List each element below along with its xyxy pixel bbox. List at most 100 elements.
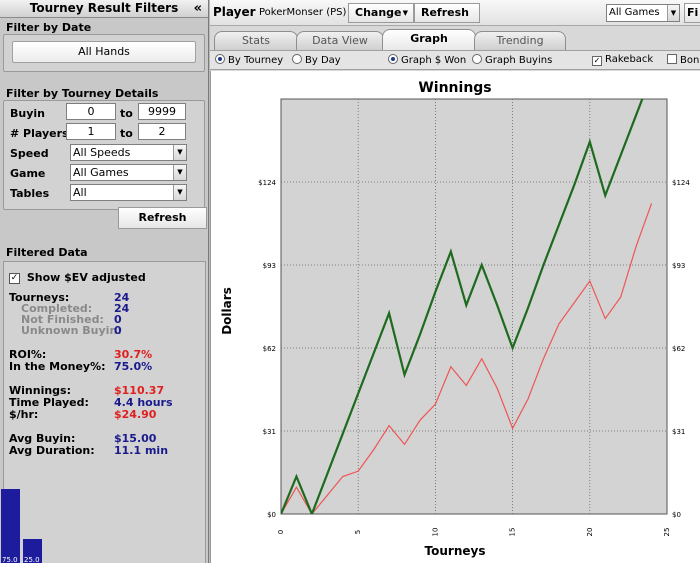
buyin-max-input[interactable]: 9999 (138, 103, 186, 120)
avg-buyin-value: $15.00 (114, 432, 157, 445)
filter-by-details-header: Filter by Tourney Details (6, 87, 159, 100)
players-min-input[interactable]: 1 (66, 123, 116, 140)
x-tick-label: 25 (663, 528, 671, 537)
not-finished-value: 0 (114, 313, 122, 326)
graph-buyins-label: Graph Buyins (485, 55, 553, 66)
y-tick-label-right: $0 (672, 511, 681, 519)
game-label: Game (10, 167, 46, 180)
x-tick-label: 20 (586, 528, 594, 537)
buyin-min-input[interactable]: 0 (66, 103, 116, 120)
y-tick-label-right: $31 (672, 428, 685, 436)
mini-bar (23, 539, 42, 563)
rakeback-checkbox[interactable]: ✓ (592, 56, 602, 66)
tab-graph[interactable]: Graph (382, 29, 476, 50)
graph-won-radio[interactable] (388, 54, 398, 64)
bonus-option[interactable]: Bon (667, 54, 699, 66)
filter-button-truncated[interactable]: Fi (684, 3, 700, 23)
game-select[interactable]: All Games ▼ (70, 164, 187, 181)
chevron-down-icon: ▼ (402, 9, 408, 17)
roi-label: ROI%: (9, 348, 47, 361)
show-ev-row[interactable]: ✓ Show $EV adjusted (9, 271, 146, 284)
winnings-series-line (281, 99, 644, 514)
completed-label: Completed: (21, 302, 93, 315)
players-max-input[interactable]: 2 (138, 123, 186, 140)
per-hour-value: $24.90 (114, 408, 157, 421)
chevron-down-icon[interactable]: ▼ (667, 5, 679, 21)
view-tabs: Stats Data View Graph Trending (210, 28, 700, 50)
buyin-row: Buyin 0 to 9999 (4, 103, 204, 123)
speed-label: Speed (10, 147, 49, 160)
y-tick-label-left: $62 (263, 345, 276, 353)
time-played-label: Time Played: (9, 396, 89, 409)
mini-bar-label: 75.0 (2, 556, 18, 563)
players-row: # Players 1 to 2 (4, 123, 204, 143)
filtered-data-section: Filtered Data ✓ Show $EV adjusted Tourne… (0, 245, 208, 563)
by-tourney-option[interactable]: By Tourney (215, 54, 283, 66)
graph-won-label: Graph $ Won (401, 55, 467, 66)
by-day-option[interactable]: By Day (292, 54, 341, 66)
x-tick-label: 5 (354, 530, 362, 534)
refresh-player-button[interactable]: Refresh (414, 3, 480, 23)
filter-panel: Tourney Result Filters « Filter by Date … (0, 0, 209, 563)
avg-duration-value: 11.1 min (114, 444, 169, 457)
game-select-value: All Games (73, 166, 129, 179)
y-tick-label-left: $124 (258, 179, 276, 187)
filter-by-details-box: Buyin 0 to 9999 # Players 1 to 2 Speed A… (3, 100, 205, 210)
tables-select-value: All (73, 186, 87, 199)
bonus-checkbox[interactable] (667, 54, 677, 64)
filter-by-date-header: Filter by Date (6, 21, 92, 34)
collapse-panel-icon[interactable]: « (193, 1, 202, 16)
filtered-data-box: ✓ Show $EV adjusted Tourneys: 24 Complet… (1, 261, 206, 563)
by-day-label: By Day (305, 55, 341, 66)
by-day-radio[interactable] (292, 54, 302, 64)
avg-buyin-label: Avg Buyin: (9, 432, 76, 445)
players-label: # Players (10, 127, 69, 140)
time-played-value: 4.4 hours (114, 396, 173, 409)
not-finished-label: Not Finished: (21, 313, 104, 326)
speed-select-value: All Speeds (73, 146, 131, 159)
games-select-value: All Games (609, 7, 660, 18)
by-tourney-radio[interactable] (215, 54, 225, 64)
graph-buyins-radio[interactable] (472, 54, 482, 64)
chevron-down-icon[interactable]: ▼ (173, 145, 186, 160)
all-hands-button[interactable]: All Hands (12, 41, 196, 63)
buyin-to-label: to (120, 107, 133, 120)
chevron-down-icon[interactable]: ▼ (173, 165, 186, 180)
player-name: PokerMonser (PS) (259, 7, 347, 18)
filter-panel-title: Tourney Result Filters (29, 1, 179, 15)
unknown-buyin-label: Unknown Buyin: (21, 324, 122, 337)
bonus-label: Bon (680, 55, 700, 66)
players-to-label: to (120, 127, 133, 140)
rakeback-option[interactable]: ✓ Rakeback (592, 54, 653, 66)
graph-buyins-option[interactable]: Graph Buyins (472, 54, 552, 66)
tab-trending[interactable]: Trending (474, 31, 566, 50)
speed-select[interactable]: All Speeds ▼ (70, 144, 187, 161)
show-ev-checkbox[interactable]: ✓ (9, 272, 20, 284)
avg-duration-label: Avg Duration: (9, 444, 95, 457)
tab-stats[interactable]: Stats (214, 31, 298, 50)
games-select[interactable]: All Games ▼ (606, 4, 680, 22)
graph-won-option[interactable]: Graph $ Won (388, 54, 466, 66)
tables-select[interactable]: All ▼ (70, 184, 187, 201)
winnings-label: Winnings: (9, 384, 71, 397)
chart-title: Winnings (418, 80, 491, 96)
change-player-label: Change (355, 6, 402, 19)
roi-value: 30.7% (114, 348, 153, 361)
player-label: Player (213, 5, 256, 19)
buyin-label: Buyin (10, 107, 45, 120)
plot-area: 0 5 10 15 20 25 $0 $0 $31 $31 $62 $62 $93 $93 $124 $124 (258, 98, 690, 537)
chevron-down-icon[interactable]: ▼ (173, 185, 186, 200)
tables-label: Tables (10, 187, 50, 200)
player-toolbar: Player PokerMonser (PS) Change ▼ Refresh… (210, 0, 700, 26)
y-tick-label-right: $62 (672, 345, 685, 353)
x-tick-label: 10 (431, 528, 439, 537)
by-tourney-label: By Tourney (228, 55, 284, 66)
tab-data-view[interactable]: Data View (296, 31, 384, 50)
change-player-button[interactable]: Change ▼ (348, 3, 414, 23)
tables-row: Tables All ▼ (4, 183, 204, 203)
show-ev-label: Show $EV adjusted (26, 271, 146, 284)
refresh-filters-button[interactable]: Refresh (118, 207, 207, 229)
filter-by-date-box: All Hands (3, 34, 205, 72)
y-tick-label-left: $31 (263, 428, 276, 436)
winnings-value: $110.37 (114, 384, 165, 397)
